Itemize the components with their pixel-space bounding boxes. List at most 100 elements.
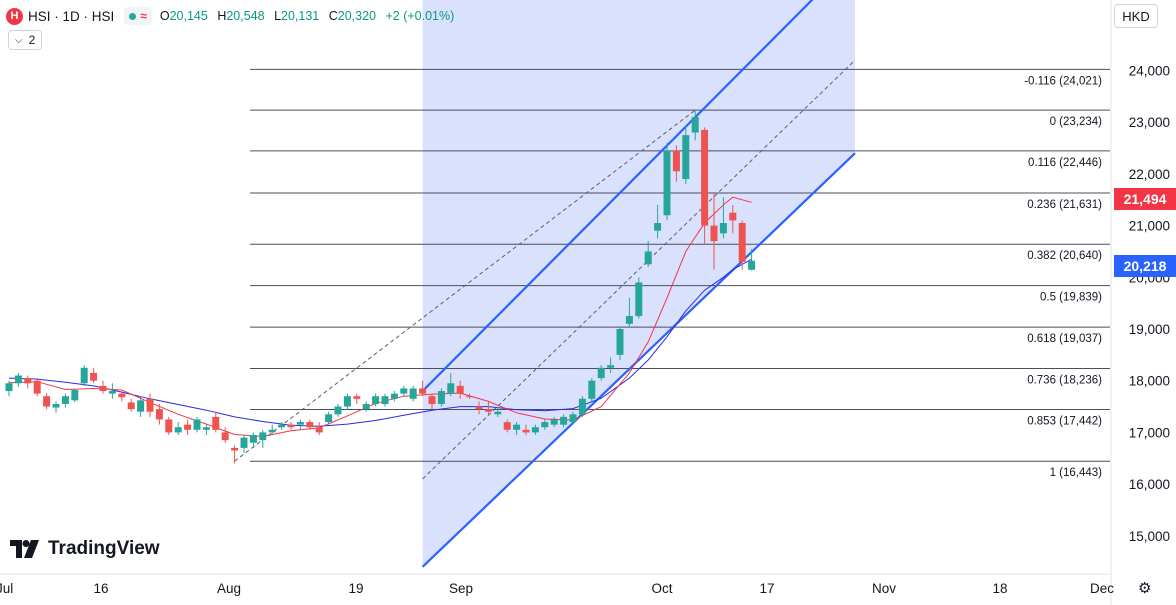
candle-body <box>409 388 417 399</box>
candle <box>184 419 192 435</box>
candle <box>466 393 474 399</box>
candle-body <box>456 385 464 394</box>
candle-body <box>249 434 257 443</box>
fib-level-label: 0.5 (19,839) <box>1040 292 1102 304</box>
candle <box>644 241 652 267</box>
candle-body <box>372 396 380 404</box>
price-tick-label: 22,000 <box>1129 167 1170 182</box>
candle <box>729 204 737 234</box>
candle <box>306 419 314 430</box>
candle <box>231 445 239 464</box>
candle <box>484 401 492 415</box>
fib-level-label: 0 (23,234) <box>1050 116 1103 128</box>
close-label: C <box>328 9 338 23</box>
market-open-icon <box>129 12 137 20</box>
candle <box>325 411 333 425</box>
candle-body <box>33 380 41 394</box>
fib-level-label: 0.382 (20,640) <box>1027 250 1102 262</box>
candle <box>372 393 380 407</box>
ohlc-values: O20,145 H20,548 L20,131 C20,320 +2 (+0.0… <box>160 9 454 23</box>
open-label: O <box>159 9 170 23</box>
candle-body <box>259 432 267 441</box>
candle-body <box>174 427 182 433</box>
candle <box>127 398 135 412</box>
time-tick-label: Nov <box>872 581 896 596</box>
candle-body <box>729 212 737 221</box>
price-tick-label: 24,000 <box>1129 64 1170 79</box>
candle <box>14 372 22 387</box>
candle <box>710 191 718 270</box>
price-tick-label: 15,000 <box>1129 529 1170 544</box>
candle-body <box>390 393 398 399</box>
candle-body <box>569 414 577 423</box>
fib-level-label: 0.618 (19,037) <box>1027 333 1102 345</box>
candle <box>381 393 389 407</box>
time-axis[interactable]: Jul 16 Aug 19 Sep Oct 17 Nov 18 Dec <box>0 581 1114 596</box>
candle-body <box>306 422 314 428</box>
gear-icon[interactable]: ⚙ <box>1138 580 1152 597</box>
candle <box>43 393 51 410</box>
time-tick-label: 19 <box>348 581 363 596</box>
candle-body <box>43 396 51 407</box>
candle-body <box>146 398 154 412</box>
indicators-toggle-button[interactable]: ⌵ 2 <box>8 30 43 50</box>
candle-body <box>80 367 88 384</box>
dashed-trend-line <box>234 109 696 462</box>
currency-button[interactable]: HKD <box>1114 4 1158 28</box>
candle-body <box>231 447 239 451</box>
candle <box>748 248 756 271</box>
candle <box>268 424 276 435</box>
symbol-header: H HSI · 1D · HSI ≈ O20,145 H20,548 L20,1… <box>6 6 454 26</box>
candle <box>24 375 32 389</box>
candle <box>409 385 417 402</box>
candle <box>719 197 727 239</box>
candle-body <box>672 150 680 172</box>
candle-body <box>52 403 60 408</box>
candle <box>654 204 662 239</box>
ma-price-tag: 21,494 <box>1114 188 1176 210</box>
price-tick-label: 21,000 <box>1129 219 1170 234</box>
time-tick-label: 18 <box>992 581 1007 596</box>
candle <box>249 432 257 448</box>
candle <box>625 297 633 327</box>
tradingview-logo[interactable]: TradingView <box>10 536 160 562</box>
candle <box>682 124 690 185</box>
candle-body <box>625 316 633 324</box>
candle-body <box>193 419 201 430</box>
fib-level-label: 0.736 (18,236) <box>1027 374 1102 386</box>
candle-body <box>343 396 351 407</box>
symbol-title[interactable]: HSI · 1D · HSI <box>28 8 115 24</box>
candle <box>531 424 539 435</box>
candle-body <box>597 367 605 379</box>
delayed-data-icon: ≈ <box>140 9 147 23</box>
candle <box>296 419 304 430</box>
price-axis[interactable]: 15,00016,00017,00018,00019,00020,00021,0… <box>1129 64 1170 544</box>
candle <box>560 414 568 428</box>
candle <box>146 393 154 417</box>
tradingview-logo-icon <box>10 540 39 558</box>
price-tick-label: 19,000 <box>1129 322 1170 337</box>
candle-body <box>588 380 596 399</box>
close-value: 20,320 <box>337 9 376 23</box>
candle-body <box>607 365 615 368</box>
candle-body <box>61 396 69 404</box>
candle <box>513 422 521 435</box>
candle <box>672 145 680 182</box>
candle-body <box>24 378 32 384</box>
market-status-pill[interactable]: ≈ <box>124 7 152 25</box>
candle <box>278 422 286 430</box>
candle <box>569 411 577 425</box>
candle-body <box>663 150 671 216</box>
indicator-count: 2 <box>28 33 36 47</box>
candle <box>165 416 173 435</box>
candle-body <box>202 427 210 430</box>
price-tick-label: 18,000 <box>1129 374 1170 389</box>
high-label: H <box>217 9 227 23</box>
candle <box>362 401 370 412</box>
time-tick-label: 16 <box>93 581 108 596</box>
high-value: 20,548 <box>226 9 265 23</box>
candle <box>240 434 248 454</box>
low-value: 20,131 <box>281 9 320 23</box>
candle-body <box>701 129 709 226</box>
